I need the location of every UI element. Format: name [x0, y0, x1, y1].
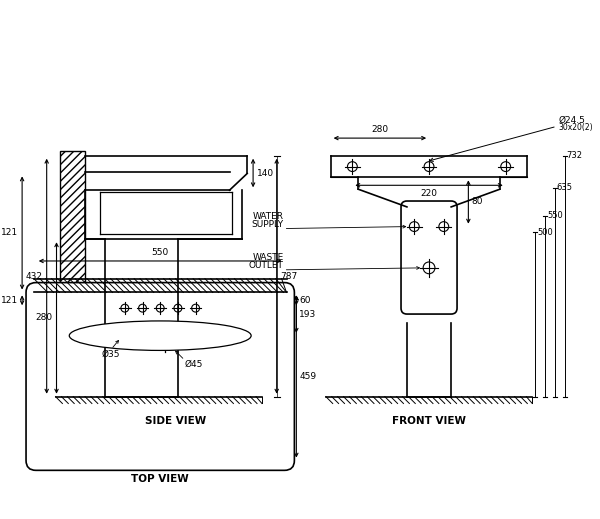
Text: 80: 80: [472, 198, 483, 207]
FancyBboxPatch shape: [26, 283, 295, 470]
Text: 635: 635: [557, 183, 573, 192]
Text: 193: 193: [299, 309, 317, 319]
Text: TOP VIEW: TOP VIEW: [131, 474, 189, 484]
Text: 121: 121: [1, 228, 18, 238]
Text: 140: 140: [257, 169, 274, 177]
Text: 459: 459: [299, 372, 316, 381]
Ellipse shape: [69, 321, 251, 350]
Text: 432: 432: [26, 272, 43, 281]
Text: WATER: WATER: [253, 212, 284, 221]
Text: SUPPLY: SUPPLY: [251, 220, 284, 228]
Text: Ø45: Ø45: [185, 360, 203, 369]
Text: 30x20(2): 30x20(2): [559, 123, 593, 132]
Bar: [61, 151, 85, 397]
Text: 121: 121: [1, 296, 18, 305]
Text: 220: 220: [421, 189, 437, 198]
Text: 60: 60: [299, 296, 311, 305]
Text: FRONT VIEW: FRONT VIEW: [392, 416, 466, 426]
Text: 500: 500: [537, 228, 553, 237]
Text: Ø24.5: Ø24.5: [559, 115, 586, 125]
Text: 787: 787: [281, 272, 298, 281]
Text: Ø35: Ø35: [102, 349, 121, 359]
Text: 550: 550: [547, 211, 563, 220]
Text: 280: 280: [35, 313, 53, 322]
FancyBboxPatch shape: [401, 201, 457, 314]
Text: SIDE VIEW: SIDE VIEW: [145, 416, 206, 426]
Text: 280: 280: [371, 125, 388, 134]
Text: 732: 732: [566, 152, 583, 160]
Text: OUTLET: OUTLET: [248, 261, 284, 270]
Text: 550: 550: [152, 248, 169, 257]
Text: WASTE: WASTE: [253, 253, 284, 262]
